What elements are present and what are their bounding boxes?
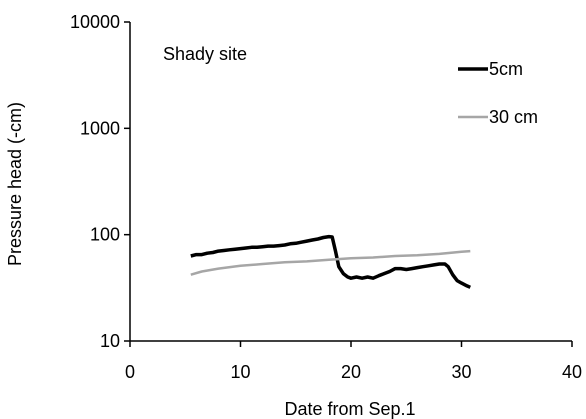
legend-label-1: 5cm <box>489 59 523 79</box>
x-axis-title: Date from Sep.1 <box>284 399 415 419</box>
x-tick-label: 30 <box>451 362 471 382</box>
series-line-1 <box>190 234 471 289</box>
x-tick-label: 40 <box>562 362 582 382</box>
y-axis-title: Pressure head (-cm) <box>5 102 25 266</box>
site-annotation: Shady site <box>163 44 247 64</box>
y-tick-label: 100 <box>90 225 120 245</box>
x-tick-label: 20 <box>341 362 361 382</box>
y-tick-label: 10 <box>100 331 120 351</box>
series-line-2 <box>190 249 471 276</box>
x-tick-label: 0 <box>125 362 135 382</box>
y-tick-label: 10000 <box>70 12 120 32</box>
x-tick-label: 10 <box>230 362 250 382</box>
legend-label-2: 30 cm <box>489 107 538 127</box>
y-tick-label: 1000 <box>80 118 120 138</box>
